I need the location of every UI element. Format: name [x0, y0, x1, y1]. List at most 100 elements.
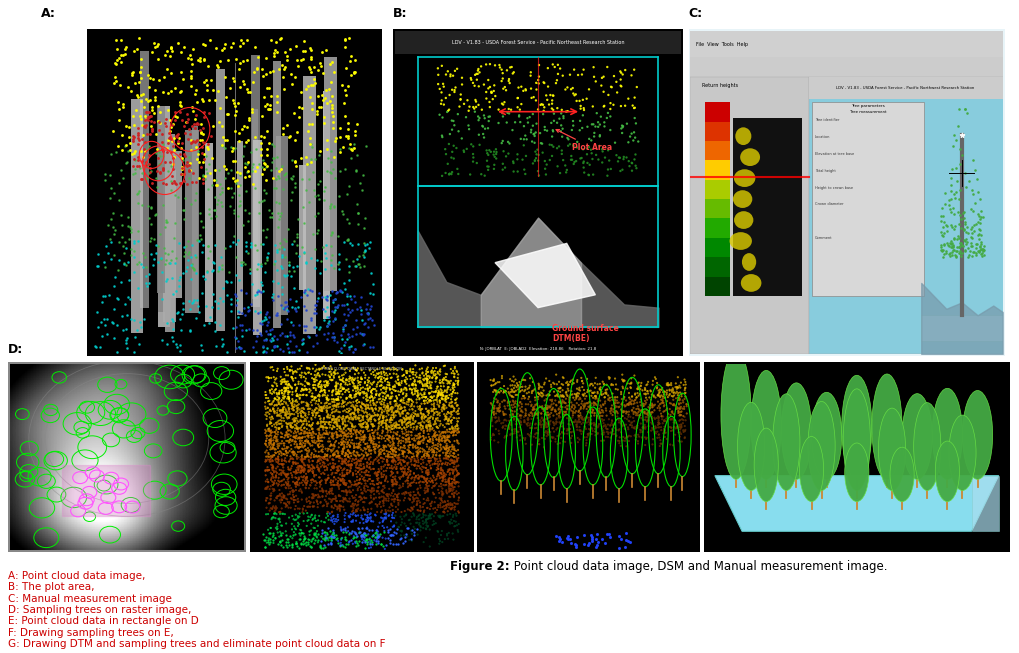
- Point: [299, 436, 315, 447]
- Point: [596, 392, 612, 403]
- Point: [538, 414, 554, 424]
- Point: [159, 339, 175, 349]
- Point: [340, 404, 357, 414]
- Point: [410, 439, 426, 449]
- Point: [116, 258, 132, 268]
- Point: [340, 33, 357, 44]
- Point: [255, 71, 271, 81]
- Point: [557, 167, 574, 178]
- Point: [533, 413, 549, 424]
- Point: [370, 451, 386, 461]
- Point: [443, 480, 460, 490]
- Point: [120, 257, 137, 267]
- Point: [420, 495, 436, 505]
- Point: [935, 216, 952, 227]
- Point: [556, 84, 573, 95]
- Point: [622, 394, 638, 404]
- Point: [334, 406, 351, 417]
- Point: [263, 425, 279, 436]
- Point: [393, 376, 410, 387]
- Point: [318, 417, 334, 427]
- Point: [286, 426, 303, 436]
- Point: [506, 117, 523, 127]
- Point: [487, 394, 503, 404]
- Point: [458, 112, 474, 122]
- Point: [405, 413, 421, 424]
- Point: [574, 412, 590, 422]
- Point: [548, 75, 565, 86]
- Point: [398, 408, 415, 419]
- Point: [239, 216, 256, 227]
- Point: [280, 343, 297, 353]
- Point: [289, 496, 306, 507]
- Point: [236, 162, 253, 172]
- Point: [653, 394, 669, 405]
- Point: [407, 360, 423, 371]
- Point: [354, 488, 370, 499]
- Point: [332, 502, 348, 512]
- Point: [333, 438, 350, 448]
- Point: [404, 452, 420, 462]
- Point: [612, 389, 629, 400]
- Point: [341, 494, 358, 504]
- Point: [270, 454, 286, 465]
- Point: [569, 136, 585, 147]
- Point: [262, 426, 278, 437]
- Point: [384, 421, 400, 431]
- Point: [138, 262, 154, 272]
- Point: [271, 343, 287, 354]
- Point: [334, 427, 351, 438]
- Point: [257, 267, 273, 278]
- Point: [436, 534, 452, 545]
- Point: [358, 539, 374, 549]
- Point: [206, 175, 222, 185]
- Point: [444, 528, 461, 539]
- Point: [406, 422, 422, 432]
- Point: [213, 140, 229, 151]
- Point: [261, 435, 277, 445]
- Point: [538, 394, 554, 404]
- Point: [376, 481, 392, 491]
- Point: [358, 404, 374, 414]
- Point: [355, 531, 371, 541]
- Point: [382, 364, 398, 375]
- Point: [366, 468, 382, 479]
- Point: [446, 423, 463, 434]
- Point: [382, 415, 398, 425]
- Point: [87, 341, 103, 351]
- Point: [475, 79, 491, 89]
- Point: [534, 148, 550, 158]
- Point: [347, 433, 364, 443]
- Point: [350, 467, 366, 477]
- Point: [323, 106, 339, 117]
- Point: [350, 208, 366, 219]
- Point: [283, 470, 300, 481]
- Point: [321, 84, 337, 95]
- Point: [525, 402, 541, 413]
- Point: [252, 150, 268, 161]
- Point: [183, 259, 200, 270]
- Point: [311, 429, 327, 439]
- Point: [352, 428, 368, 438]
- Point: [271, 507, 287, 517]
- Point: [280, 393, 297, 404]
- Point: [592, 389, 608, 399]
- Point: [322, 465, 338, 475]
- Point: [408, 471, 424, 481]
- Point: [353, 513, 369, 523]
- Point: [553, 379, 570, 389]
- Point: [394, 481, 411, 492]
- Point: [344, 400, 361, 410]
- Point: [168, 253, 184, 263]
- Point: [668, 383, 685, 394]
- Point: [326, 417, 342, 427]
- Point: [590, 419, 606, 429]
- Point: [393, 417, 410, 427]
- Point: [297, 408, 313, 419]
- Point: [98, 241, 114, 251]
- Point: [485, 406, 501, 417]
- Point: [538, 418, 554, 428]
- Point: [382, 535, 398, 545]
- Point: [600, 155, 616, 166]
- Text: Tree measurement: Tree measurement: [849, 110, 886, 114]
